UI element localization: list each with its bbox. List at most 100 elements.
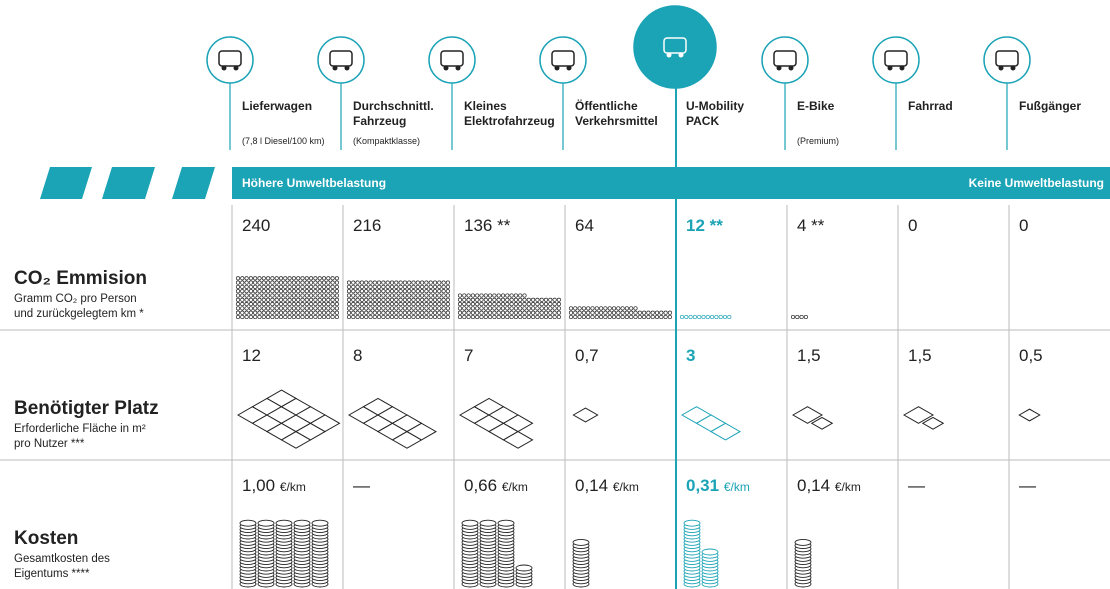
- row-subtitle: Gesamtkosten des: [14, 553, 110, 565]
- dot: [425, 302, 428, 305]
- dot: [438, 285, 441, 288]
- icon-wheel: [888, 66, 893, 71]
- dot: [467, 294, 470, 297]
- dot: [271, 311, 274, 314]
- dot: [395, 315, 398, 318]
- dot: [480, 307, 483, 310]
- dot: [442, 281, 445, 284]
- coin: [462, 520, 478, 526]
- dot: [488, 311, 491, 314]
- mode-note: (Premium): [797, 136, 839, 146]
- value-label: 12: [242, 346, 261, 365]
- dot: [446, 315, 449, 318]
- icon-wheel: [667, 53, 672, 58]
- dot: [309, 294, 312, 297]
- dot: [647, 311, 650, 314]
- dot: [493, 298, 496, 301]
- dot: [377, 294, 380, 297]
- dots: [680, 315, 731, 318]
- value-text: 12 **: [686, 216, 723, 235]
- dot: [412, 294, 415, 297]
- icon-wheel: [789, 66, 794, 71]
- value-text: 0,31: [686, 476, 719, 495]
- dot: [544, 307, 547, 310]
- dot: [279, 290, 282, 293]
- dot: [540, 315, 543, 318]
- dot: [297, 315, 300, 318]
- dot: [262, 307, 265, 310]
- dot: [327, 294, 330, 297]
- dot: [685, 315, 688, 318]
- dot: [309, 277, 312, 280]
- dot: [408, 315, 411, 318]
- dot: [433, 315, 436, 318]
- dot: [292, 281, 295, 284]
- dot: [519, 307, 522, 310]
- dot: [458, 315, 461, 318]
- dot: [527, 311, 530, 314]
- dot: [377, 285, 380, 288]
- dot: [531, 315, 534, 318]
- dot: [292, 307, 295, 310]
- coin: [702, 549, 718, 555]
- dot: [305, 285, 308, 288]
- dot: [314, 298, 317, 301]
- dot: [297, 285, 300, 288]
- dot: [288, 311, 291, 314]
- value-text: 4 **: [797, 216, 825, 235]
- dot: [327, 277, 330, 280]
- value-text: 0,7: [575, 346, 599, 365]
- dot: [510, 307, 513, 310]
- dot: [318, 302, 321, 305]
- value-text: 8: [353, 346, 362, 365]
- dot: [254, 281, 257, 284]
- dot: [284, 302, 287, 305]
- dot: [510, 294, 513, 297]
- dot: [284, 298, 287, 301]
- dot: [309, 281, 312, 284]
- dot: [574, 307, 577, 310]
- dot: [531, 298, 534, 301]
- dot: [292, 315, 295, 318]
- dot: [668, 311, 671, 314]
- dot: [390, 281, 393, 284]
- mode-name: Kleines: [464, 99, 507, 113]
- dot: [258, 311, 261, 314]
- dot: [279, 277, 282, 280]
- dot: [458, 298, 461, 301]
- dot: [275, 281, 278, 284]
- dot: [331, 290, 334, 293]
- dot: [301, 311, 304, 314]
- dot: [595, 315, 598, 318]
- band-right: Keine Umweltbelastung: [969, 176, 1104, 190]
- dot: [630, 307, 633, 310]
- dot: [318, 307, 321, 310]
- dot: [356, 311, 359, 314]
- dot: [804, 315, 807, 318]
- dot: [262, 281, 265, 284]
- value-unit: €/km: [280, 480, 306, 494]
- infographic: Höhere Umweltbelastung Keine Umweltbelas…: [0, 0, 1110, 589]
- dot: [279, 315, 282, 318]
- dot: [399, 294, 402, 297]
- dot: [501, 298, 504, 301]
- dot: [408, 294, 411, 297]
- dot: [689, 315, 692, 318]
- dot: [642, 315, 645, 318]
- dot: [467, 315, 470, 318]
- dot: [480, 315, 483, 318]
- dot: [327, 281, 330, 284]
- value-text: 1,5: [797, 346, 821, 365]
- dot: [266, 294, 269, 297]
- dot: [335, 307, 338, 310]
- dot: [297, 307, 300, 310]
- dot: [301, 290, 304, 293]
- value-label: 4 **: [797, 216, 825, 235]
- mode-icon: [540, 37, 586, 83]
- dot: [433, 281, 436, 284]
- dot: [386, 285, 389, 288]
- mode-name: PACK: [686, 114, 719, 128]
- dot: [322, 281, 325, 284]
- dot: [284, 315, 287, 318]
- dot: [297, 290, 300, 293]
